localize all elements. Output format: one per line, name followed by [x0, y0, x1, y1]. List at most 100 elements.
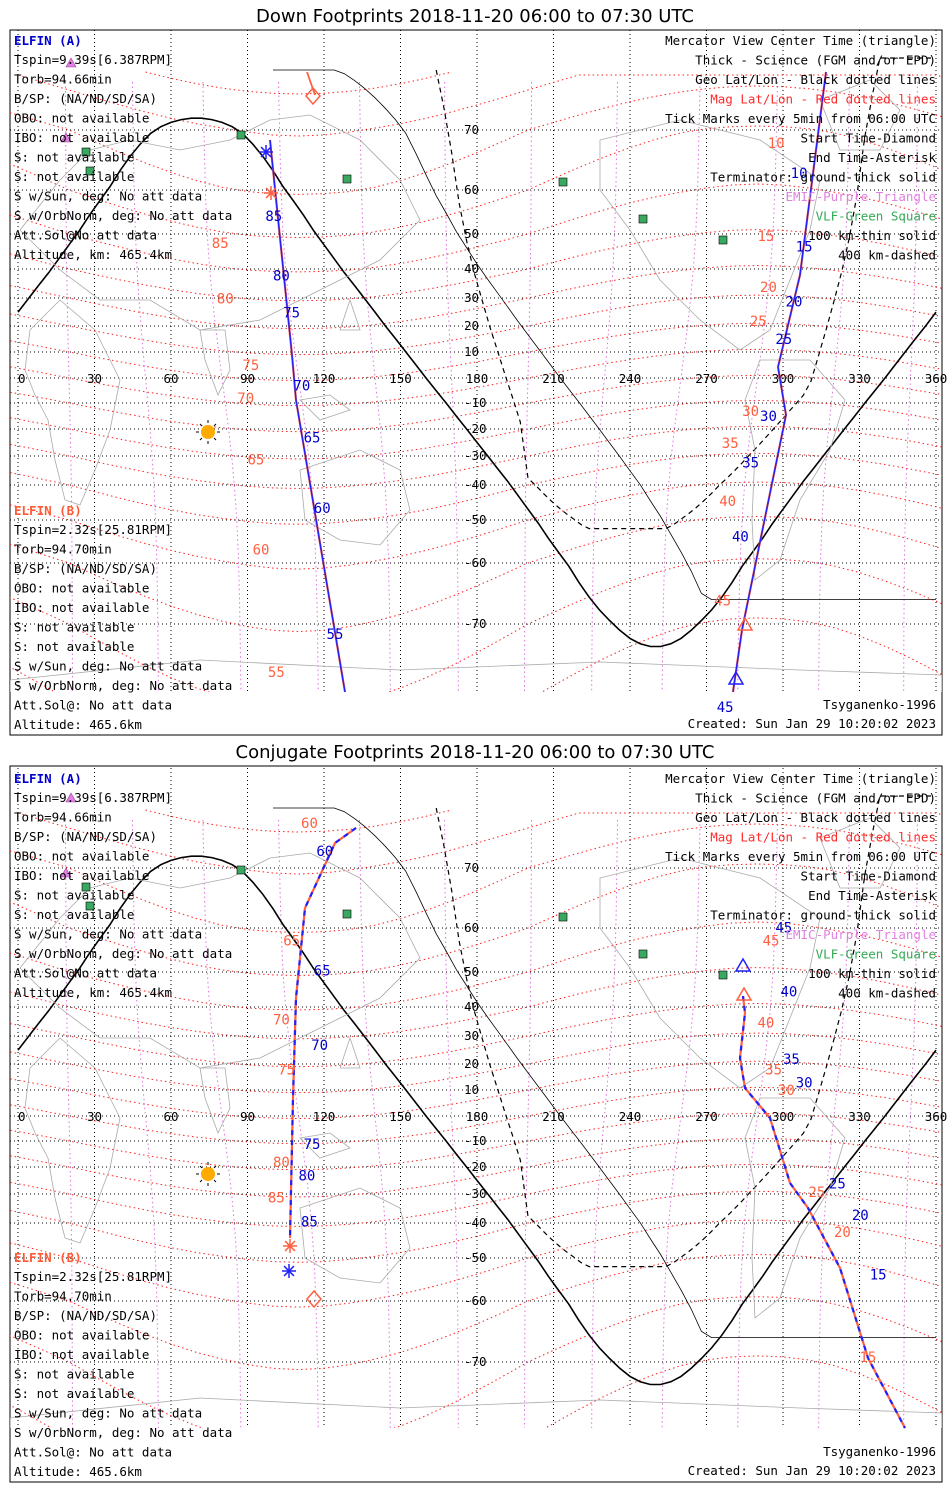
elfin-b-info-line: S: not available: [14, 1367, 134, 1382]
elfin-a-track: [732, 71, 827, 693]
elfin-a-time-label: 60: [316, 844, 333, 860]
latitude-label: -50: [464, 1250, 487, 1265]
elfin-a-time-label: 35: [742, 456, 759, 472]
elfin-b-track: [738, 995, 906, 1429]
elfin-b-time-label: 70: [273, 1012, 290, 1028]
track-time-labels: 60 65 70 75 80 85 60 65 70 75 80 85 45 40 35 30 25 20 15 45…: [268, 816, 887, 1366]
elfin-a-info-line: S w/Sun, deg: No att data: [14, 189, 202, 204]
panel-title: Down Footprints 2018-11-20 06:00 to 07:3…: [256, 6, 694, 27]
elfin-a-time-label: 60: [314, 501, 331, 517]
elfin-b-time-label: 45: [714, 594, 731, 610]
elfin-b-time-label: 35: [722, 436, 739, 452]
longitude-label: 240: [619, 371, 642, 386]
elfin-a-time-label: 35: [783, 1052, 800, 1068]
coastline: [299, 1132, 351, 1159]
legend-item: Geo Lat/Lon - Black dotted lines: [695, 810, 936, 825]
legend-item: EMIC-Purple Triangle: [785, 189, 936, 204]
elfin-b-time-label: 20: [760, 280, 777, 296]
elfin-b-info-line: Torb=94.70min: [14, 1289, 112, 1304]
longitude-label: 270: [695, 371, 718, 386]
vlf-station-square: [236, 130, 246, 140]
mag-lat-line: [10, 294, 942, 356]
mag-lon-line: [661, 81, 701, 692]
mag-lat-line: [10, 348, 942, 407]
latitude-tick-labels: 70 60 50 40 30 20 10 -10 -20 -30 -40 -50 -60 -70: [464, 860, 487, 1369]
end-asterisk: [283, 1239, 297, 1253]
elfin-a-track: [269, 139, 346, 693]
longitude-label: 150: [389, 371, 412, 386]
created-timestamp: Created: Sun Jan 29 10:20:02 2023: [688, 1463, 936, 1478]
vlf-station-square: [342, 909, 352, 919]
vlf-station-square: [718, 970, 728, 980]
latitude-label: 10: [464, 344, 479, 359]
vlf-station-square: [85, 901, 95, 911]
elfin-b-time-label: 30: [778, 1083, 795, 1099]
coastline: [24, 299, 121, 506]
mag-lon-line: [737, 81, 778, 692]
model-name: Tsyganenko-1996: [823, 1444, 936, 1459]
legend-item: 100 km-thin solid: [808, 966, 936, 981]
coastline: [744, 1097, 846, 1319]
coastline: [10, 659, 942, 692]
longitude-label: 30: [87, 371, 102, 386]
elfin-a-info-line: S: not available: [14, 150, 134, 165]
legend-item: Start Time-Diamond: [801, 131, 936, 146]
elfin-b-time-label: 85: [268, 1191, 285, 1207]
legend: Mercator View Center Time (triangle) Thic…: [665, 33, 936, 263]
elfin-a-info-line: OBO: not available: [14, 849, 149, 864]
vlf-station-square: [638, 949, 648, 959]
latitude-label: -70: [464, 1354, 487, 1369]
elfin-b-time-label: 80: [273, 1155, 290, 1171]
elfin-a-info-line: Altitude, km: 465.4km: [14, 985, 172, 1000]
latitude-label: 30: [464, 290, 479, 305]
latitude-label: -60: [464, 1293, 487, 1308]
elfin-a-info-line: S: not available: [14, 888, 134, 903]
elfin-b-center-triangle: [735, 986, 753, 1001]
elfin-b-time-label: 15: [860, 1350, 877, 1366]
elfin-b-time-label: 25: [750, 314, 767, 330]
panel-title: Conjugate Footprints 2018-11-20 06:00 to…: [236, 742, 715, 763]
elfin-a-info-line: Altitude, km: 465.4km: [14, 247, 172, 262]
elfin-a-info-line: S w/OrbNorm, deg: No att data: [14, 208, 232, 223]
elfin-a-time-label: 25: [775, 332, 792, 348]
elfin-b-info-line: S: not available: [14, 639, 134, 654]
latitude-label: 40: [464, 999, 479, 1014]
longitude-label: 90: [240, 371, 255, 386]
latitude-label: 20: [464, 318, 479, 333]
mag-lon-line: [903, 81, 918, 692]
sun-icon: [196, 1162, 220, 1186]
mag-lat-line: [10, 481, 942, 570]
latitude-label: -50: [464, 512, 487, 527]
elfin-b-time-label: 35: [765, 1062, 782, 1078]
elfin-a-time-label: 40: [780, 985, 797, 1001]
latitude-label: -70: [464, 616, 487, 631]
terminator-ground: [17, 855, 937, 1386]
terminator-100km: [273, 69, 936, 600]
mag-lat-line: [10, 1219, 942, 1308]
vlf-station-square: [236, 865, 246, 875]
elfin-a-info-line: Torb=94.66min: [14, 810, 112, 825]
longitude-label: 90: [240, 1109, 255, 1124]
legend-item: 400 km-dashed: [838, 986, 936, 1001]
mag-lon-line: [202, 81, 242, 692]
latitude-label: -20: [464, 1159, 487, 1174]
orbit-tracks: [259, 71, 828, 693]
mag-lat-line: [10, 1190, 942, 1263]
legend: Mercator View Center Time (triangle) Thic…: [665, 771, 936, 1001]
mag-lat-line: [145, 809, 452, 833]
longitude-label: 210: [542, 1109, 565, 1124]
mag-lon-line: [524, 82, 532, 692]
mag-lon-line: [444, 81, 459, 692]
elfin-a-time-label: 70: [311, 1038, 328, 1054]
conjugate-footprints-map: Conjugate Footprints 2018-11-20 06:00 to…: [9, 742, 947, 1483]
terminator-400km: [435, 795, 934, 1268]
coastline: [299, 1187, 411, 1284]
mag-lon-line: [65, 82, 73, 692]
mag-lat-line: [10, 322, 942, 382]
down-footprints-panel: Down Footprints 2018-11-20 06:00 to 07:3…: [9, 6, 947, 736]
elfin-b-time-label: 85: [212, 236, 229, 252]
legend-item: VLF-Green Square: [816, 209, 936, 224]
mag-lat-line: [10, 967, 942, 1040]
elfin-b-start-track: [306, 71, 316, 96]
coastline: [10, 1397, 942, 1428]
